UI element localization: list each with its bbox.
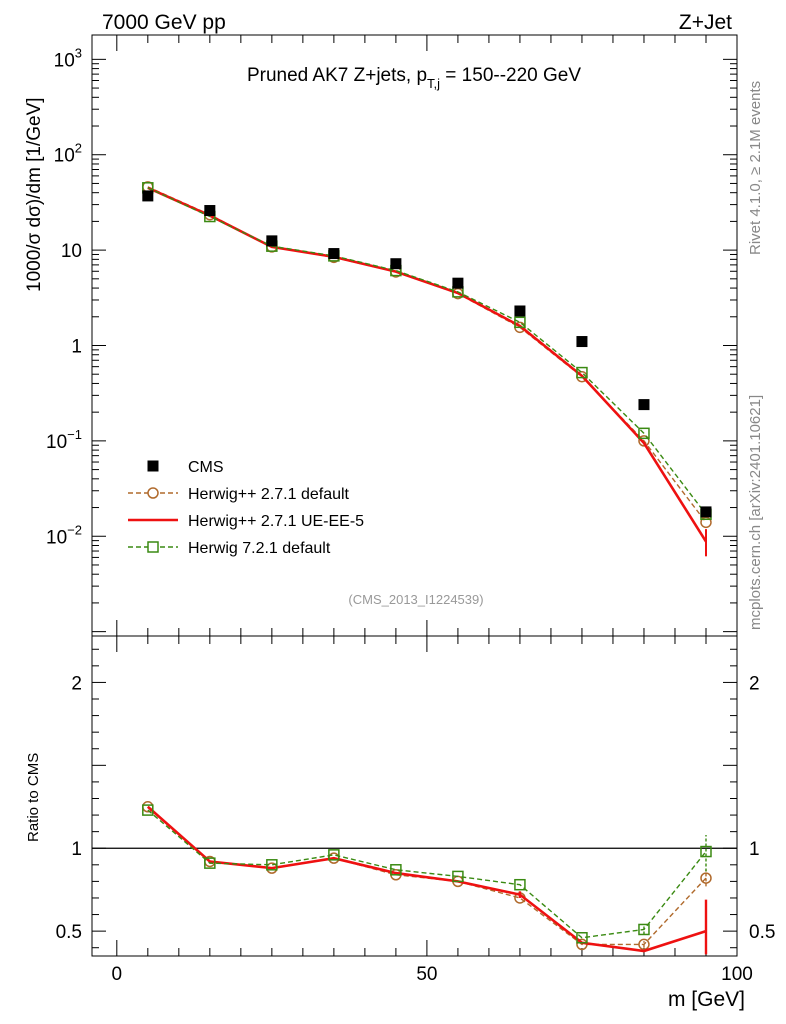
- main-series-line: [147, 186, 708, 543]
- mcplots-label: mcplots.cern.ch [arXiv:2401.10621]: [747, 395, 764, 630]
- energy-label: 7000 GeV pp: [102, 11, 226, 34]
- tick-exponent: −1: [67, 427, 82, 442]
- process-label: Z+Jet: [679, 11, 732, 34]
- tick-base: 10: [54, 146, 75, 167]
- ratio-herwig7-point: [638, 923, 650, 936]
- chart-title-main: Pruned AK7 Z+jets, p: [247, 65, 427, 86]
- main-cms-point: [204, 205, 216, 217]
- ratio-herwig7-point: [700, 845, 712, 858]
- ratio-y-tick-label-right: 1: [749, 839, 760, 860]
- ratio-herwigpp-default-point: [638, 938, 650, 951]
- ratio-herwigpp-default-point: [700, 872, 712, 884]
- main-cms-point: [514, 305, 526, 317]
- main-cms-point: [452, 277, 464, 289]
- main-cms-point: [142, 190, 154, 202]
- main-y-tick-label: 10: [61, 241, 82, 262]
- x-tick-label: 0: [112, 964, 123, 985]
- legend-marker-cms: [147, 460, 159, 472]
- main-cms-point: [266, 235, 278, 247]
- x-tick-label: 100: [721, 964, 753, 985]
- ratio-herwig7-point: [514, 878, 526, 891]
- legend-marker-square: [147, 541, 159, 553]
- main-y-tick-label: 103: [54, 45, 82, 71]
- tick-base: 10: [46, 527, 67, 548]
- main-y-tick-label: 10−2: [46, 522, 82, 548]
- main-series-layer: [142, 181, 712, 557]
- ratio-y-tick-label-right: 2: [749, 673, 760, 694]
- main-cms-point: [576, 336, 588, 348]
- ratio-herwig7-point: [266, 859, 278, 871]
- main-cms-point: [638, 399, 650, 411]
- ratio-y-tick-label: 2: [71, 673, 82, 694]
- ratio-series-layer: [142, 801, 712, 955]
- chart-title-tail: = 150--220 GeV: [440, 65, 581, 86]
- legend-label: CMS: [188, 459, 224, 476]
- ratio-herwig7-point: [390, 864, 402, 876]
- ratio-herwig7-point: [328, 849, 340, 861]
- main-herwig7-point: [576, 366, 588, 379]
- rivet-version-label: Rivet 4.1.0, ≥ 2.1M events: [747, 81, 764, 255]
- main-x-axis: [116, 35, 738, 636]
- ratio-series-line: [146, 805, 707, 953]
- ratio-y-axis: 0.5 0.5 1 1 2 2: [56, 648, 775, 949]
- x-axis-label: m [GeV]: [668, 988, 745, 1011]
- ratio-panel: 0.5 0.5 1 1 2 2 0 50 100 Ratio to CMS m [GeV]: [25, 635, 775, 1011]
- analysis-id: (CMS_2013_I1224539): [348, 592, 483, 607]
- ratio-series-line: [147, 809, 707, 939]
- main-y-tick-label: 1: [71, 336, 82, 357]
- main-herwig7-point: [638, 427, 650, 440]
- ratio-panel-frame: [91, 635, 738, 957]
- ratio-herwig7-point: [204, 857, 216, 869]
- legend-label: Herwig 7.2.1 default: [188, 540, 331, 557]
- main-series-line: [147, 186, 707, 523]
- tick-exponent: −2: [67, 522, 82, 537]
- main-y-axis-label: 1000/σ dσ)/dm [1/GeV]: [24, 97, 45, 292]
- main-y-tick-label: 102: [54, 141, 82, 167]
- legend: CMS Herwig++ 2.7.1 default Herwig++ 2.7.1 …: [128, 459, 364, 557]
- tick-exponent: 2: [75, 141, 82, 156]
- ratio-y-tick-label-right: 0.5: [749, 922, 775, 943]
- ratio-herwig7-point: [142, 804, 154, 816]
- ratio-y-axis-label: Ratio to CMS: [25, 753, 42, 842]
- ratio-y-tick-label: 1: [71, 839, 82, 860]
- ratio-series-line: [147, 806, 707, 946]
- tick-base: 10: [46, 432, 67, 453]
- main-herwig7-point: [514, 316, 526, 329]
- ratio-herwig7-point: [452, 870, 464, 883]
- main-y-tick-label: 10−1: [46, 427, 82, 453]
- tick-exponent: 3: [75, 45, 82, 60]
- legend-label: Herwig++ 2.7.1 default: [188, 486, 350, 503]
- legend-label: Herwig++ 2.7.1 UE-EE-5: [188, 513, 364, 530]
- main-herwigpp-default-point: [638, 435, 650, 447]
- ratio-x-axis: 0 50 100: [112, 636, 753, 985]
- ratio-y-tick-label: 0.5: [56, 922, 82, 943]
- chart-title-subscript: T,j: [427, 76, 440, 91]
- legend-marker-circle: [147, 487, 159, 499]
- ratio-herwig7-point: [576, 932, 588, 944]
- main-cms-point: [328, 248, 340, 260]
- chart-title: Pruned AK7 Z+jets, pT,j = 150--220 GeV: [247, 65, 581, 91]
- main-cms-point: [390, 258, 402, 270]
- main-series-line: [147, 187, 707, 515]
- x-tick-label: 50: [416, 964, 437, 985]
- tick-base: 10: [54, 50, 75, 71]
- main-cms-point: [700, 506, 712, 518]
